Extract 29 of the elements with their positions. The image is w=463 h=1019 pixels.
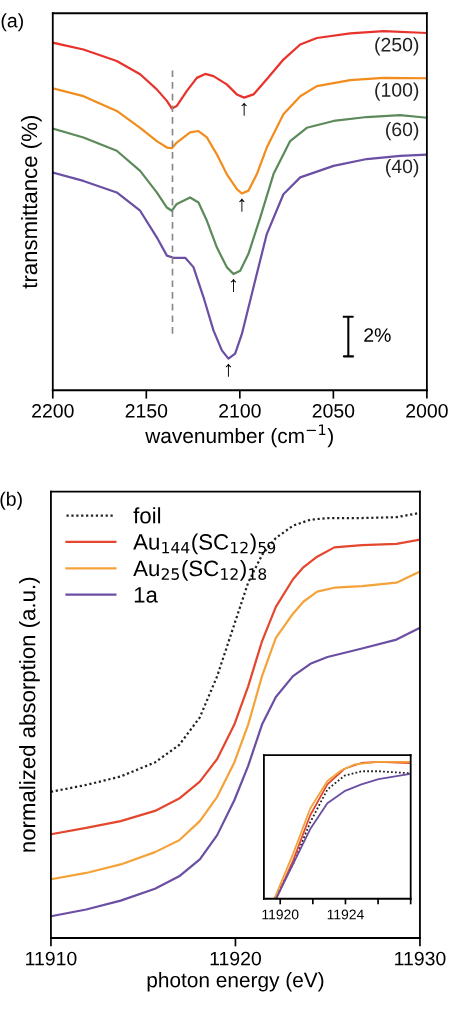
x-axis-title: photon energy (eV)	[147, 972, 324, 992]
chart-title: (b)	[0, 491, 22, 510]
y-axis-title: transmittance (%)	[20, 116, 42, 289]
x-tick-label: 11924	[327, 909, 364, 920]
annotation: ↑	[225, 363, 232, 377]
x-tick-label: 2050	[312, 403, 355, 418]
annotation: ↑	[241, 102, 247, 116]
x-tick-label: 2150	[125, 403, 168, 418]
annotation: ↑	[239, 198, 245, 212]
legend-label: Au$_{144}$(SC$_{12}$)$_{59}$	[133, 533, 276, 555]
series-label: (40)	[386, 159, 419, 178]
x-tick-label: 2200	[32, 403, 74, 418]
annotation: 2%	[364, 328, 391, 342]
series-label: (60)	[386, 122, 419, 141]
x-tick-label: 11910	[26, 951, 77, 966]
x-tick-label: 2100	[219, 403, 261, 418]
legend-label: Au$_{25}$(SC$_{12}$)$_{18}$	[133, 559, 267, 581]
chart-title: (a)	[1, 13, 23, 32]
legend-label: foil	[133, 507, 161, 524]
x-axis-title: wavenumber (cm$^{−1}$)	[145, 424, 333, 448]
x-tick-label: 11930	[395, 951, 446, 966]
annotation: ↑	[230, 278, 237, 293]
legend-label: 1a	[134, 587, 158, 603]
x-tick-label: 11920	[210, 951, 261, 966]
y-axis-title: normalized absorption (a.u.)	[19, 577, 40, 852]
series-label: (100)	[375, 82, 419, 101]
x-tick-label: 2000	[406, 403, 448, 418]
x-tick-label: 11920	[262, 909, 299, 920]
series-label: (250)	[375, 37, 419, 56]
